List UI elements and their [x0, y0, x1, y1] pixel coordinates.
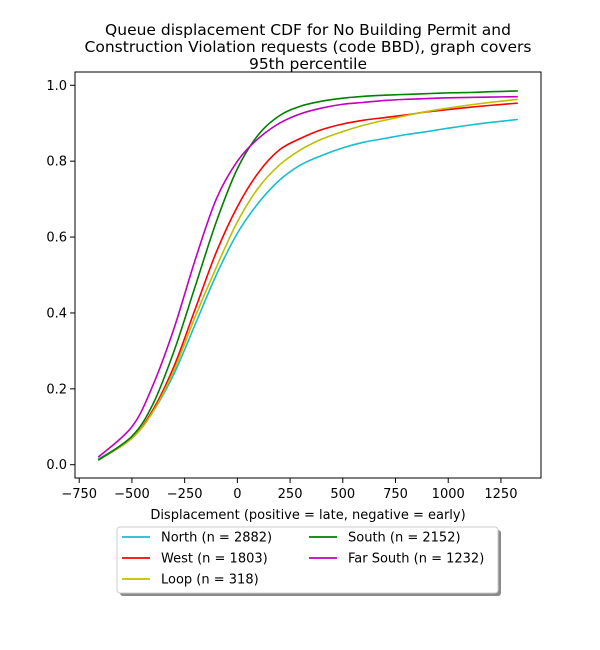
x-tick-label: 1250	[484, 487, 517, 502]
plot-area-frame	[74, 71, 542, 479]
legend-entry-label: West (n = 1803)	[161, 552, 268, 567]
y-tick-label: 0.8	[46, 155, 67, 170]
chart-title-line: 95th percentile	[249, 55, 367, 73]
chart-title-line: Queue displacement CDF for No Building P…	[105, 21, 511, 39]
x-tick-label: 500	[330, 487, 355, 502]
series-line	[97, 95, 518, 458]
legend-entry-label: South (n = 2152)	[348, 531, 461, 546]
x-tick-label: 250	[278, 487, 303, 502]
x-axis-label: Displacement (positive = late, negative …	[150, 508, 465, 523]
series-line	[97, 102, 518, 461]
y-tick-label: 0.2	[46, 382, 67, 397]
legend-box	[116, 526, 499, 594]
x-tick-label: −750	[61, 487, 97, 502]
y-tick-label: 0.0	[46, 458, 67, 473]
x-tick-label: −250	[167, 487, 203, 502]
x-tick-label: 750	[383, 487, 408, 502]
series-line	[97, 98, 518, 461]
x-axis-ticks: −750 −500 −250 0 250 500 750 1000 1250	[61, 478, 517, 502]
y-tick-label: 0.6	[46, 231, 67, 246]
chart-title: Queue displacement CDF for No Building P…	[85, 21, 532, 73]
series-line	[97, 90, 518, 461]
legend-entry-label: North (n = 2882)	[161, 531, 272, 546]
series-lines	[97, 90, 518, 461]
y-axis-ticks: 0.0 0.2 0.4 0.6 0.8 1.0	[46, 79, 75, 473]
legend-entry-label: Far South (n = 1232)	[348, 552, 484, 567]
legend: North (n = 2882) West (n = 1803) Loop (n =…	[116, 526, 501, 596]
x-tick-label: 1000	[432, 487, 465, 502]
y-tick-label: 0.4	[46, 306, 67, 321]
x-tick-label: 0	[233, 487, 241, 502]
legend-entry-label: Loop (n = 318)	[161, 573, 259, 588]
series-line	[97, 118, 518, 460]
x-tick-label: −500	[114, 487, 150, 502]
chart-title-line: Construction Violation requests (code BB…	[85, 38, 532, 56]
y-tick-label: 1.0	[46, 79, 67, 94]
